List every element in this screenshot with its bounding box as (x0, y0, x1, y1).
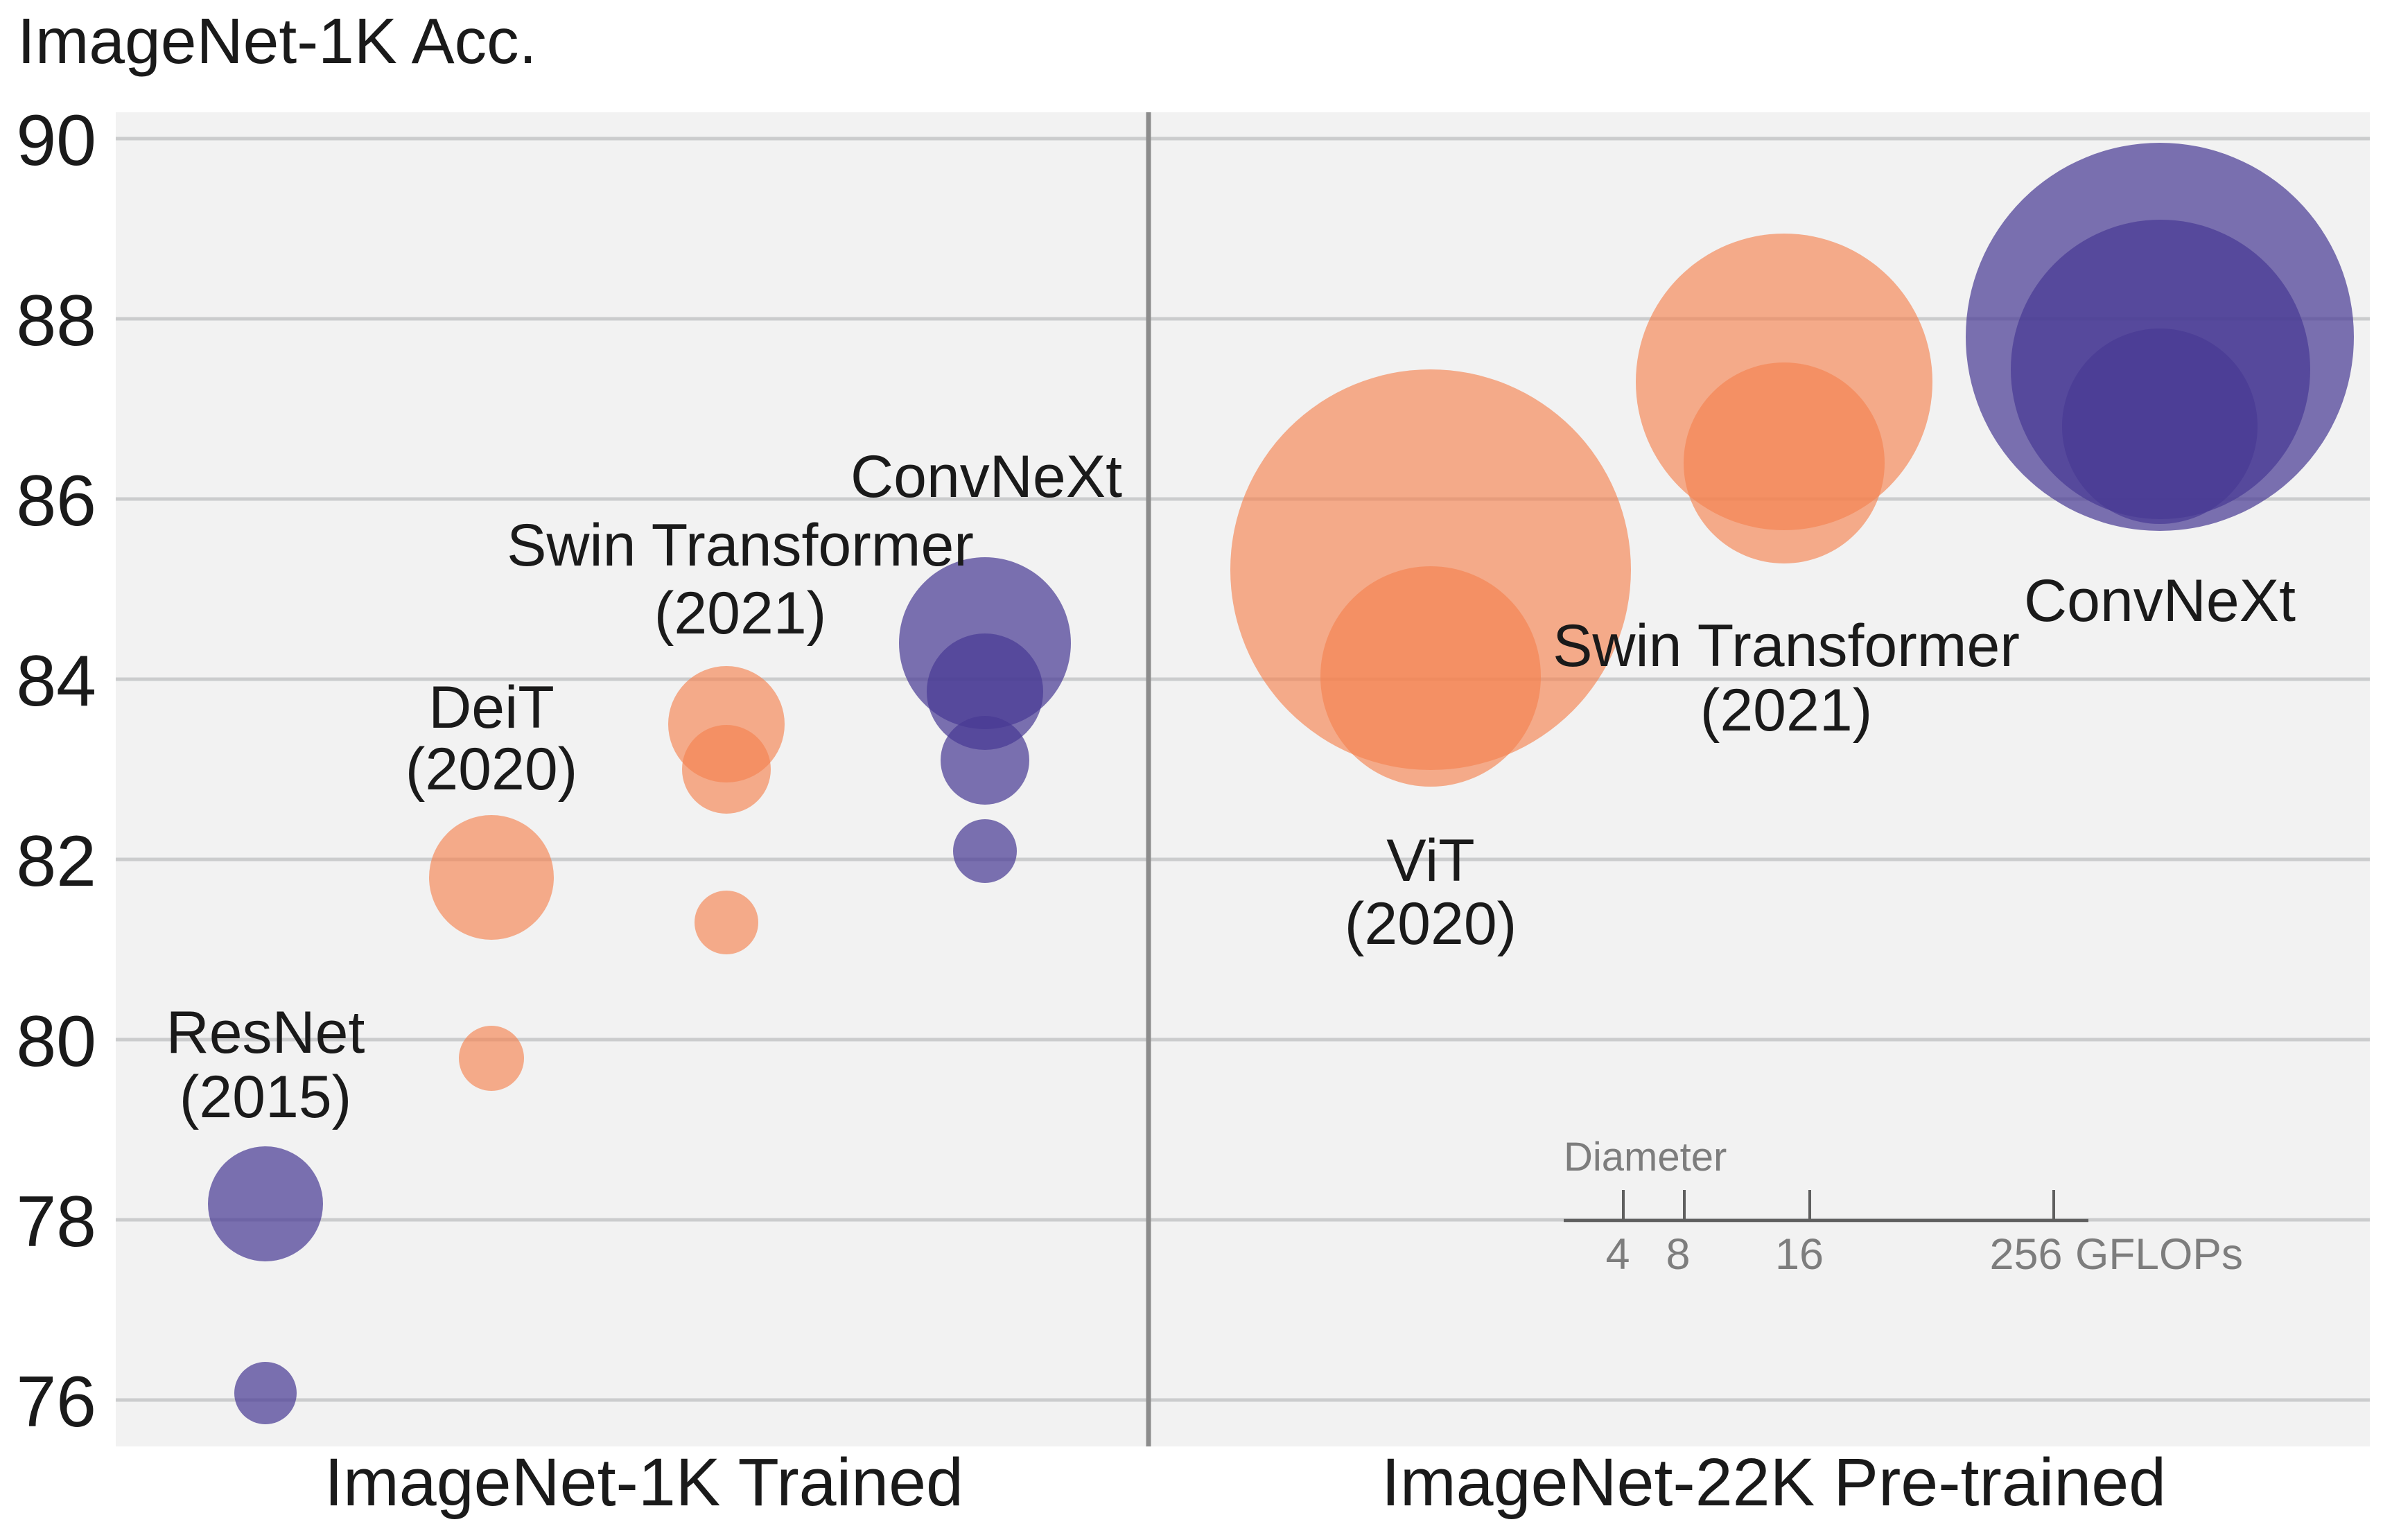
svg-text:(2021): (2021) (654, 580, 827, 647)
svg-text:76: 76 (16, 1362, 96, 1442)
svg-text:ConvNeXt: ConvNeXt (850, 444, 1122, 510)
svg-text:(2021): (2021) (1700, 677, 1873, 744)
svg-text:86: 86 (16, 461, 96, 541)
svg-text:ImageNet-1K Trained: ImageNet-1K Trained (324, 1444, 963, 1520)
svg-text:90: 90 (16, 100, 96, 181)
svg-text:GFLOPs: GFLOPs (2075, 1230, 2243, 1279)
svg-text:(2020): (2020) (1345, 891, 1517, 957)
svg-text:Diameter: Diameter (1564, 1135, 1727, 1180)
svg-text:ImageNet-22K Pre-trained: ImageNet-22K Pre-trained (1381, 1444, 2166, 1520)
svg-text:78: 78 (16, 1182, 96, 1262)
svg-text:ViT: ViT (1386, 828, 1474, 894)
svg-text:DeiT: DeiT (428, 674, 555, 741)
svg-text:82: 82 (16, 821, 96, 902)
svg-text:ImageNet-1K Acc.: ImageNet-1K Acc. (17, 5, 537, 77)
svg-text:88: 88 (16, 281, 96, 361)
svg-text:(2020): (2020) (405, 736, 578, 803)
svg-text:8: 8 (1666, 1230, 1690, 1279)
svg-text:(2015): (2015) (180, 1064, 352, 1130)
svg-text:4: 4 (1605, 1230, 1630, 1279)
svg-text:84: 84 (16, 641, 96, 721)
svg-text:80: 80 (16, 1001, 96, 1082)
svg-text:ConvNeXt: ConvNeXt (2024, 568, 2296, 634)
svg-text:Swin Transformer: Swin Transformer (1553, 613, 2020, 679)
svg-text:ResNet: ResNet (166, 999, 365, 1066)
svg-text:16: 16 (1775, 1230, 1824, 1279)
svg-text:256: 256 (1989, 1230, 2062, 1279)
svg-text:Swin Transformer: Swin Transformer (507, 512, 974, 579)
